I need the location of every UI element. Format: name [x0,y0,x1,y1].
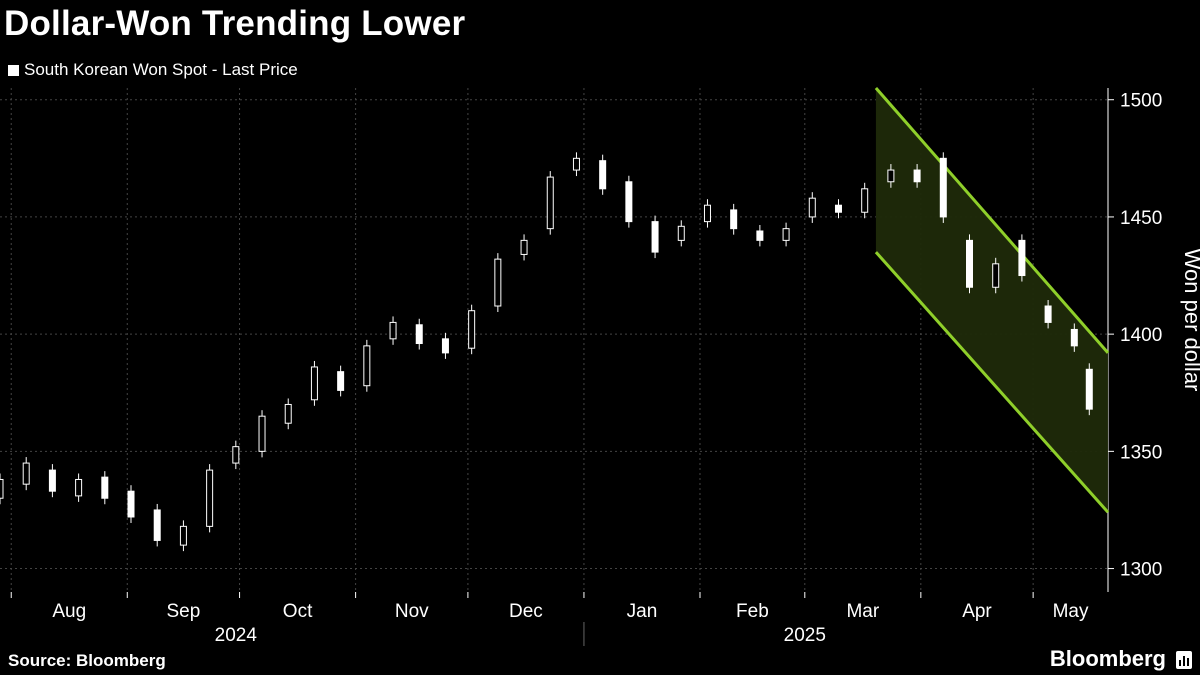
chart-title: Dollar-Won Trending Lower [4,4,466,43]
candle-body [206,469,214,527]
candle-body [782,228,790,241]
legend: South Korean Won Spot - Last Price [8,60,298,80]
x-tick-label: Sep [167,601,201,622]
candle-body [1085,368,1093,410]
candle-body [913,169,921,183]
brand-chart-icon [1176,651,1192,669]
candle-body [520,239,528,255]
x-tick-label: Dec [509,601,543,622]
candle-body [127,490,135,518]
candle-body [284,403,292,424]
candle-body [75,478,83,497]
candle-body [861,188,869,213]
candle-body [337,371,345,391]
x-tick-label: Mar [846,601,879,622]
y-tick-label: 1350 [1120,442,1162,463]
candle-body [599,160,607,190]
candle-body [494,258,502,307]
x-tick-label: Jan [627,601,658,622]
candle-body [22,462,30,485]
candle-body [703,204,711,223]
candle-body [651,221,659,253]
candle-body [992,263,1000,288]
candle-body [363,345,371,387]
year-label: 2025 [784,625,826,646]
legend-swatch [8,64,19,76]
year-label: 2024 [215,625,258,646]
y-tick-label: 1300 [1120,560,1162,581]
candle-body [153,509,161,541]
candle-body [677,225,685,241]
x-tick-label: Feb [736,601,769,622]
candle-body [834,204,842,213]
candle-body [730,209,738,230]
y-tick-label: 1450 [1120,208,1162,229]
candle-body [258,415,266,452]
y-tick-label: 1500 [1120,91,1162,112]
candle-body [441,338,449,354]
candle-body [101,476,109,499]
x-tick-label: Oct [283,601,313,622]
x-tick-label: May [1053,601,1089,622]
candle-body [179,525,187,546]
x-tick-label: Aug [52,601,86,622]
candle-body [966,239,973,288]
candle-body [625,181,633,223]
y-axis-title: Won per dollar [1180,249,1200,392]
candle-body [546,176,554,230]
legend-label: South Korean Won Spot - Last Price [24,60,298,79]
candle-body [1044,305,1052,323]
candle-body [468,310,476,349]
x-tick-label: Nov [395,601,429,622]
candle-body [1070,328,1078,347]
candle-body [1018,239,1026,277]
x-tick-label: Apr [962,601,992,622]
candle-body [756,230,764,241]
candle-body [572,157,580,171]
y-tick-label: 1400 [1120,325,1162,346]
candle-body [808,197,816,218]
candle-body [389,321,397,340]
brand-logo-text: Bloomberg [1049,646,1166,671]
trend-channel-fill [875,88,1108,513]
candle-body [48,469,56,492]
source-note: Source: Bloomberg [8,651,166,670]
candle-body [887,169,895,183]
candle-body [310,366,318,401]
candle-body [0,478,4,499]
candle-body [415,324,423,345]
trend-channel-upper [874,87,1110,354]
candle-body [939,157,947,218]
candle-body [232,446,240,464]
trend-channel-lower [874,251,1110,514]
